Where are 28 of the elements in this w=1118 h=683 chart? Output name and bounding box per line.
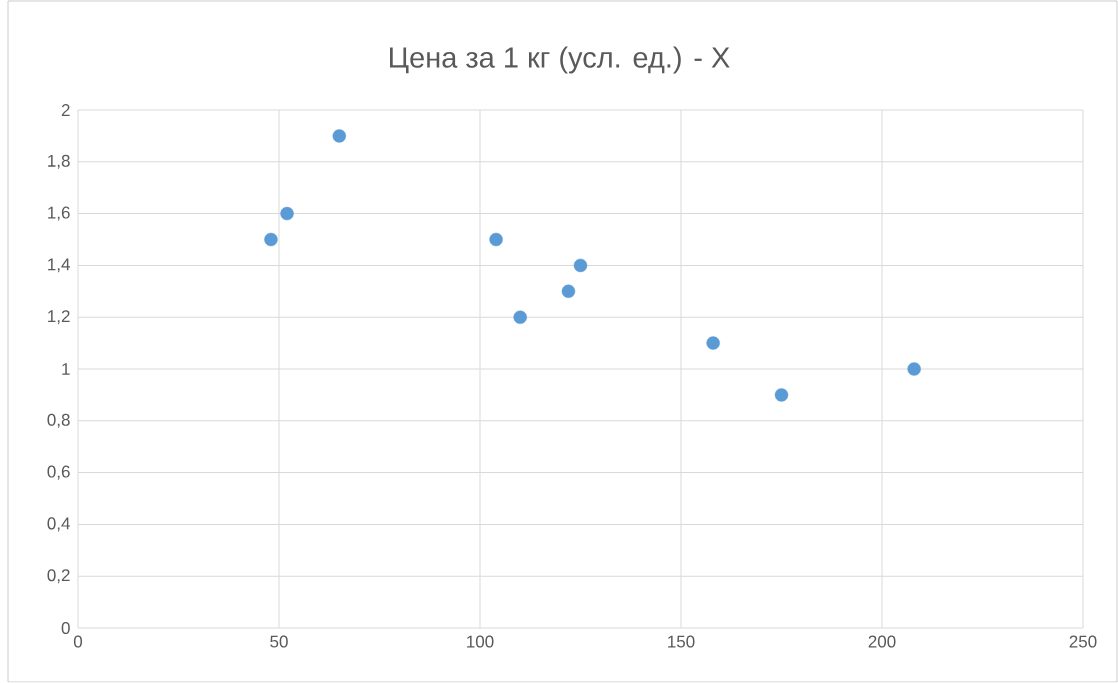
y-tick-label: 0,8 [47, 413, 70, 428]
point [573, 258, 588, 273]
point [706, 336, 720, 350]
point [280, 206, 294, 221]
y-tick-label: 1,8 [48, 154, 70, 169]
x-tick-label: 250 [1069, 635, 1097, 648]
y-tick-label: 0,6 [47, 465, 70, 480]
point [489, 232, 503, 247]
y-tick-label: 0,2 [47, 569, 70, 584]
x-tick-label: 100 [467, 635, 494, 648]
y-tick-label: 1,6 [48, 206, 70, 221]
point [774, 388, 789, 402]
point [332, 129, 346, 143]
y-tick-label: 2 [61, 104, 70, 116]
chart-title: Цена за 1 кг (усл. ед.) - X [390, 46, 730, 74]
point [264, 232, 278, 247]
x-tick-label: 50 [270, 635, 288, 648]
y-tick-label: 1 [62, 363, 70, 375]
x-tick-label: 0 [73, 635, 83, 648]
point [907, 362, 921, 376]
point [561, 284, 576, 298]
point [513, 310, 527, 324]
y-tick-label: 0 [61, 621, 70, 635]
y-tick-label: 1,2 [48, 310, 70, 325]
x-tick-label: 150 [668, 635, 695, 648]
y-tick-label: 0,4 [47, 517, 70, 532]
x-tick-label: 200 [868, 635, 896, 648]
y-tick-label: 1,4 [48, 258, 70, 273]
